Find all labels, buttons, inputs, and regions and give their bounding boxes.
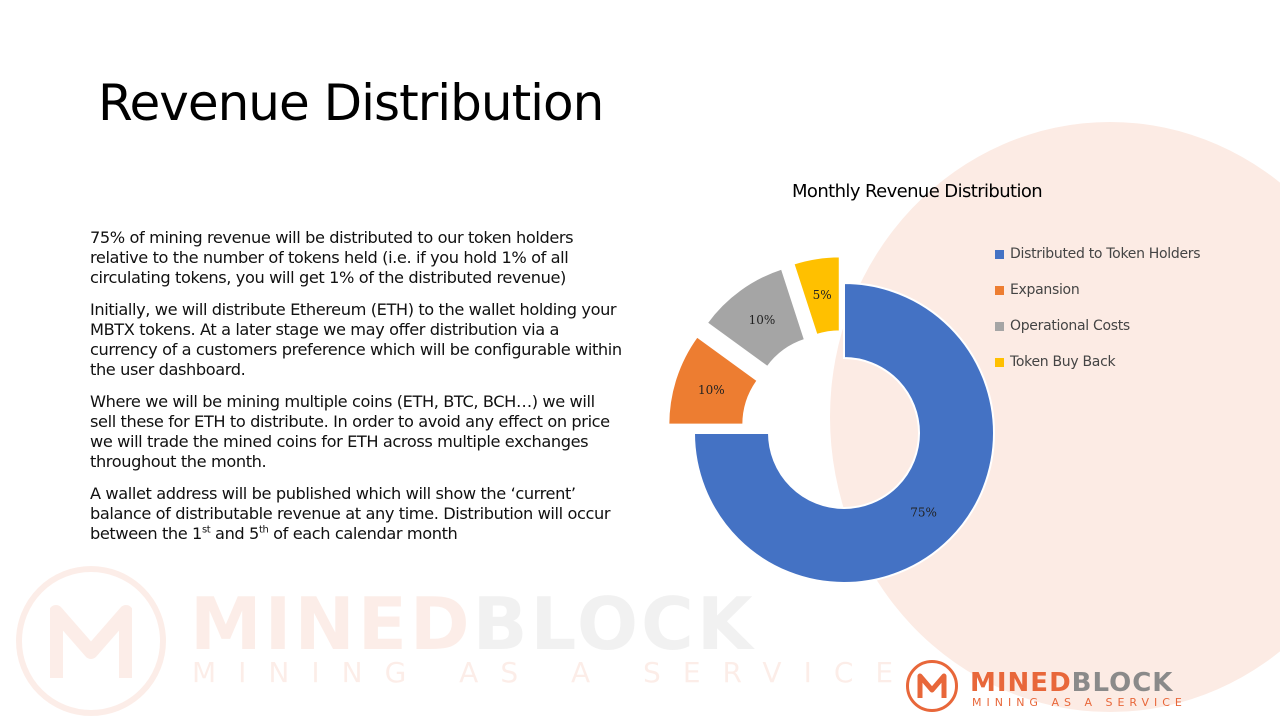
slice-expansion [667, 335, 760, 426]
body-text: 75% of mining revenue will be distribute… [90, 228, 625, 556]
legend-label: Token Buy Back [1010, 354, 1116, 370]
data-label-expansion: 10% [698, 383, 725, 397]
paragraph-4-part2: and 5 [210, 524, 259, 543]
paragraph-4-part1: A wallet address will be published which… [90, 484, 611, 543]
slide-title: Revenue Distribution [98, 74, 604, 132]
legend-item: Expansion [995, 272, 1200, 308]
brand-logo: MINEDBLOCK MINING AS A SERVICE [906, 660, 1196, 716]
paragraph-4: A wallet address will be published which… [90, 484, 625, 544]
chart-legend: Distributed to Token Holders Expansion Ope… [995, 236, 1201, 380]
slice-operational-costs [705, 267, 807, 369]
logo-word-mined: MINED [970, 668, 1072, 698]
watermark-word-mined: MINED [190, 582, 473, 666]
legend-swatch [995, 249, 1004, 259]
logo-tagline: MINING AS A SERVICE [972, 696, 1187, 709]
legend-swatch [995, 357, 1004, 367]
chart-title: Monthly Revenue Distribution [792, 181, 1043, 202]
logo-word-block: BLOCK [1071, 668, 1174, 698]
logo-m-icon [906, 660, 958, 712]
watermark-tagline: MINING AS A SERVICE [192, 656, 916, 689]
legend-item: Token Buy Back [995, 344, 1200, 380]
legend-label: Operational Costs [1010, 318, 1130, 334]
slice-distributed-to-token-holders [692, 281, 995, 584]
watermark-word-block: BLOCK [472, 582, 756, 666]
legend-label: Expansion [1010, 282, 1080, 298]
paragraph-1: 75% of mining revenue will be distribute… [90, 228, 574, 287]
data-label-operational-costs: 10% [749, 313, 776, 327]
legend-item: Distributed to Token Holders [995, 236, 1201, 272]
paragraph-3: Where we will be mining multiple coins (… [90, 392, 610, 471]
data-label-distributed-to-token-holders: 75% [910, 506, 937, 520]
legend-label: Distributed to Token Holders [1010, 246, 1201, 262]
legend-swatch [995, 285, 1004, 295]
paragraph-4-sup2: th [258, 524, 269, 536]
legend-item: Operational Costs [995, 308, 1200, 344]
watermark-wordmark: MINEDBLOCK [190, 582, 756, 666]
watermark-logo-icon [16, 566, 166, 716]
paragraph-4-sup1: st [201, 524, 211, 536]
logo-wordmark: MINEDBLOCK [970, 668, 1173, 698]
background-blob [830, 122, 1280, 712]
slice-token-buy-back [792, 255, 841, 337]
paragraph-4-part3: of each calendar month [268, 524, 458, 543]
paragraph-2: Initially, we will distribute Ethereum (… [90, 300, 622, 379]
legend-swatch [995, 321, 1004, 331]
data-label-token-buy-back: 5% [813, 288, 832, 302]
